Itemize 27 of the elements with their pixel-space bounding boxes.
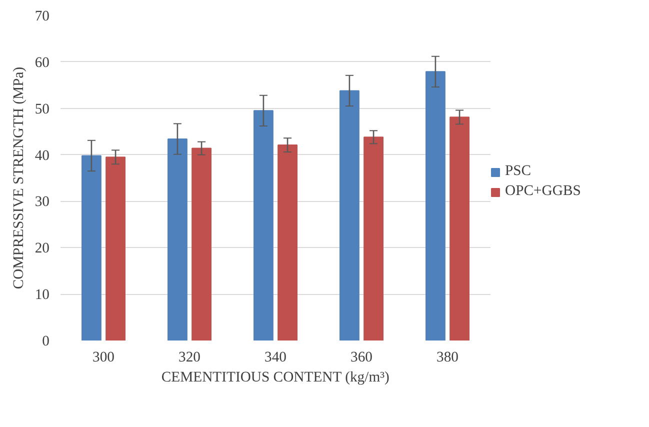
y-axis-title: COMPRESSIVE STRENGTH (MPa)	[10, 66, 27, 290]
bar	[450, 116, 470, 340]
y-tick-label: 40	[34, 148, 50, 164]
bar	[168, 138, 188, 340]
bar	[340, 90, 360, 340]
y-tick-label: 50	[34, 101, 50, 118]
x-axis-title: CEMENTITIOUS CONTENT (kg/m³)	[161, 370, 390, 386]
bar	[254, 110, 274, 340]
y-tick-label: 60	[34, 54, 50, 71]
bar	[106, 156, 126, 340]
y-tick-label: 10	[34, 287, 50, 304]
bar	[364, 136, 384, 340]
y-tick-label: 20	[34, 240, 50, 257]
bar	[192, 148, 212, 340]
x-tick-label: 380	[436, 350, 458, 366]
x-tick-label: 300	[92, 350, 114, 366]
legend-label: PSC	[505, 163, 532, 180]
legend-label: OPC+GGBS	[505, 183, 581, 200]
y-tick-label: 30	[34, 194, 50, 210]
bar	[278, 144, 298, 340]
bar	[82, 155, 102, 340]
x-tick-label: 360	[350, 350, 372, 366]
bar	[426, 71, 446, 340]
x-tick-label: 340	[264, 350, 286, 366]
x-tick-label: 320	[178, 350, 200, 366]
y-tick-label: 0	[42, 334, 50, 350]
y-tick-label: 70	[34, 8, 50, 24]
